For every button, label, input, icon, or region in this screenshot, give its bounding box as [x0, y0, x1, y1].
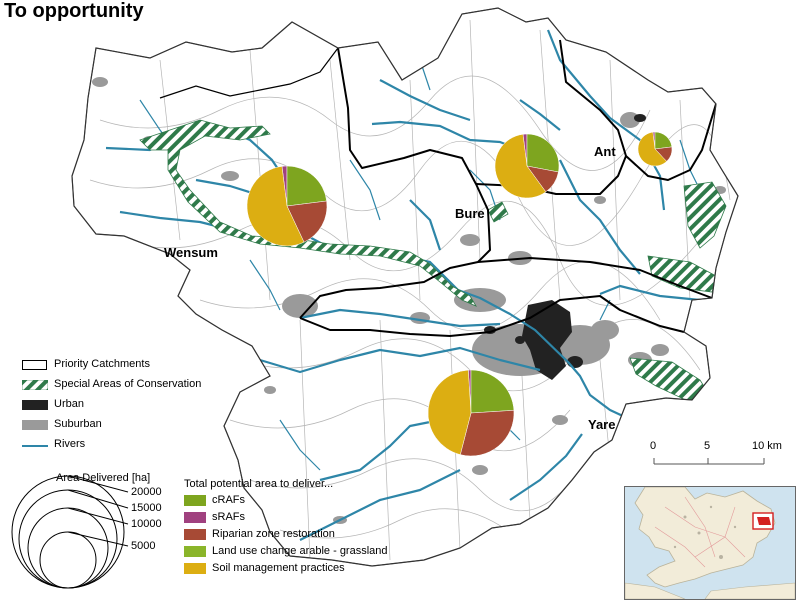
- urban-swatch: [22, 400, 48, 410]
- riparian-swatch: [184, 529, 206, 540]
- label-wensum: Wensum: [164, 245, 218, 260]
- special-areas-of-conservation: [139, 119, 727, 403]
- pie-slice-yare-crafs: [470, 369, 515, 414]
- land-use-label: Land use change arable - grassland: [212, 545, 388, 557]
- size-label-10000: 10000: [131, 518, 162, 530]
- pie-slice-yare-riparian: [460, 410, 515, 457]
- label-bure: Bure: [455, 206, 485, 221]
- scale-label-10: 10 km: [752, 440, 782, 452]
- rivers-label: Rivers: [54, 438, 86, 450]
- crafs-label: cRAFs: [212, 494, 245, 506]
- pie-slice-wensum-riparian: [286, 200, 328, 243]
- pie-slice-wensum-soil: [246, 166, 305, 247]
- size-circle-10000: [27, 507, 109, 589]
- priority-catchments-swatch: [22, 360, 47, 370]
- crafs-swatch: [184, 495, 206, 506]
- size-label-5000: 5000: [131, 540, 156, 552]
- pie-slice-wensum-crafs: [286, 165, 327, 207]
- soil-label: Soil management practices: [212, 562, 345, 574]
- riparian-label: Riparian zone restoration: [212, 528, 335, 540]
- pie-slice-ant-soil: [637, 131, 667, 167]
- pie-slice-yare-soil: [427, 369, 472, 455]
- pie-slice-bure-crafs: [526, 133, 560, 173]
- inset-locator-map: [624, 486, 796, 600]
- size-label-20000: 20000: [131, 486, 162, 498]
- size-label-15000: 15000: [131, 502, 162, 514]
- region-outline: [71, 7, 739, 567]
- area-size-legend: [11, 475, 129, 589]
- scale-label-0: 0: [650, 440, 657, 452]
- suburban-swatch: [22, 420, 48, 430]
- pie-charts: [246, 131, 673, 457]
- study-region: [71, 7, 739, 567]
- inset-map-graphic: [625, 487, 795, 599]
- special-areas-label: Special Areas of Conservation: [54, 378, 202, 390]
- label-yare: Yare: [588, 417, 616, 432]
- scale-bar: 0 5 10 km: [640, 438, 790, 478]
- pie-legend-heading: Total potential area to deliver...: [184, 478, 334, 490]
- size-circle-5000: [39, 531, 97, 589]
- soil-swatch: [184, 563, 206, 574]
- rivers-swatch: [22, 445, 48, 447]
- srafs-swatch: [184, 512, 206, 523]
- priority-catchment-boundaries: [299, 39, 717, 337]
- size-legend-title: Area Delivered [ha]: [56, 472, 151, 484]
- label-ant: Ant: [594, 144, 616, 159]
- land-use-swatch: [184, 546, 206, 557]
- priority-catchments-label: Priority Catchments: [54, 358, 150, 370]
- pie-slice-bure-soil: [494, 133, 547, 199]
- scale-bar-graphic: [653, 458, 765, 465]
- map-title: To opportunity: [4, 0, 144, 22]
- scale-label-5: 5: [704, 440, 711, 452]
- special-areas-swatch: [22, 380, 48, 390]
- srafs-label: sRAFs: [212, 511, 245, 523]
- size-circle-15000: [18, 489, 118, 589]
- suburban-label: Suburban: [54, 418, 102, 430]
- urban-label: Urban: [54, 398, 84, 410]
